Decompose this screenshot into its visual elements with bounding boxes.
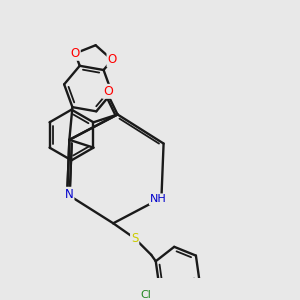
Text: Cl: Cl bbox=[140, 290, 151, 300]
Text: NH: NH bbox=[150, 194, 166, 204]
Text: O: O bbox=[103, 85, 113, 98]
Text: O: O bbox=[107, 53, 117, 66]
Text: N: N bbox=[65, 188, 74, 201]
Text: S: S bbox=[131, 232, 138, 245]
Text: O: O bbox=[70, 47, 80, 60]
